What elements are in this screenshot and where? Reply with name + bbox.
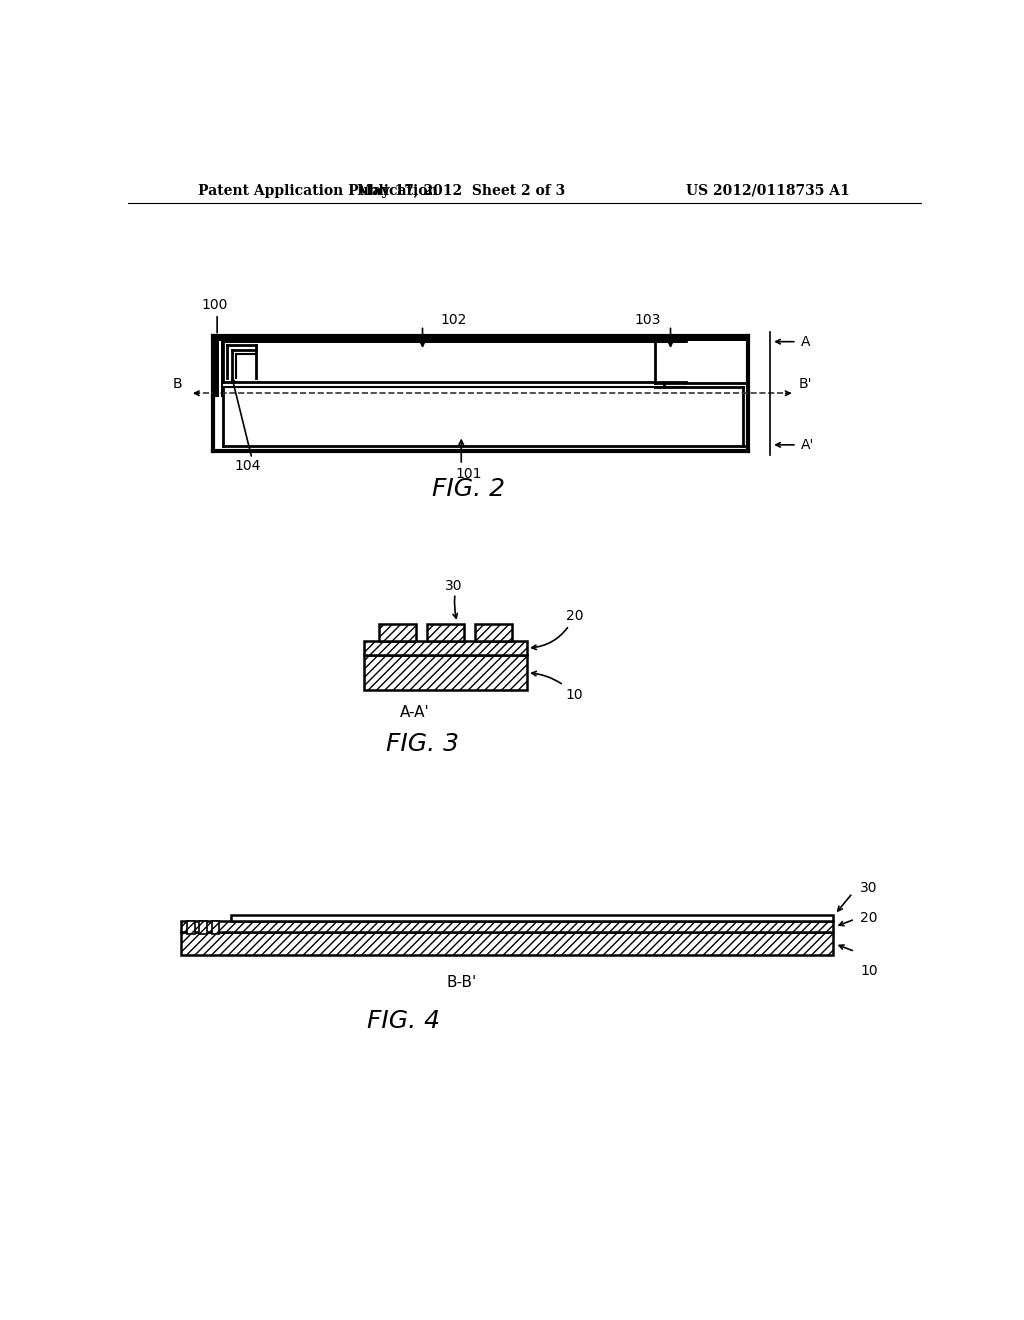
Bar xyxy=(200,921,207,933)
Text: 30: 30 xyxy=(860,880,878,895)
Text: 20: 20 xyxy=(860,911,878,924)
Bar xyxy=(221,341,686,343)
Text: 103: 103 xyxy=(634,313,660,327)
Text: May 17, 2012  Sheet 2 of 3: May 17, 2012 Sheet 2 of 3 xyxy=(357,183,565,198)
Bar xyxy=(427,624,464,642)
Bar xyxy=(213,335,219,397)
Text: 10: 10 xyxy=(531,672,584,702)
Bar xyxy=(180,921,834,932)
Text: A: A xyxy=(801,335,810,348)
Text: 100: 100 xyxy=(202,298,228,312)
Bar xyxy=(475,624,512,642)
Text: 104: 104 xyxy=(234,459,261,474)
Text: Patent Application Publication: Patent Application Publication xyxy=(198,183,437,198)
Bar xyxy=(365,642,527,655)
Text: FIG. 2: FIG. 2 xyxy=(432,478,506,502)
Text: B: B xyxy=(173,378,182,391)
Text: A-A': A-A' xyxy=(400,705,430,721)
Bar xyxy=(379,624,417,642)
Text: A': A' xyxy=(801,438,814,451)
Bar xyxy=(231,915,834,921)
Bar xyxy=(365,655,527,689)
Bar xyxy=(213,335,748,341)
Bar xyxy=(212,921,219,933)
Text: B-B': B-B' xyxy=(446,974,476,990)
Text: FIG. 3: FIG. 3 xyxy=(386,731,459,755)
Bar xyxy=(180,932,834,956)
Text: US 2012/0118735 A1: US 2012/0118735 A1 xyxy=(686,183,850,198)
Text: B': B' xyxy=(799,378,812,391)
Text: FIG. 4: FIG. 4 xyxy=(367,1008,439,1032)
Text: 20: 20 xyxy=(531,609,584,649)
Text: 102: 102 xyxy=(440,313,467,327)
Text: 30: 30 xyxy=(444,578,462,593)
Bar xyxy=(187,921,195,933)
Text: 10: 10 xyxy=(860,964,878,978)
Bar xyxy=(221,343,223,397)
Text: 101: 101 xyxy=(456,467,482,480)
